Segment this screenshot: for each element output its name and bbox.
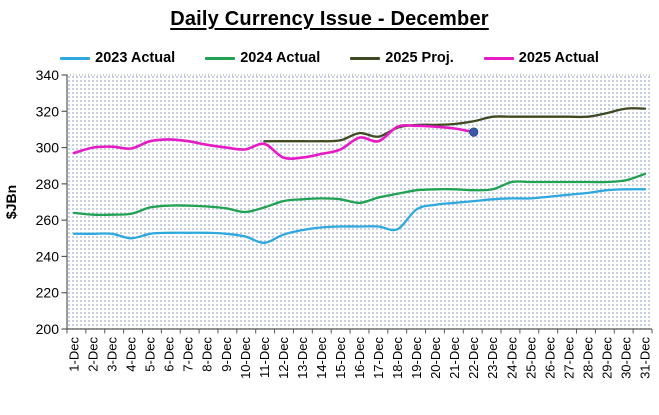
x-tick-label: 2-Dec — [86, 337, 101, 372]
x-tick-label: 26-Dec — [542, 337, 557, 379]
x-tick-label: 24-Dec — [504, 337, 519, 379]
x-tick-label: 12-Dec — [276, 337, 291, 379]
x-tick-label: 14-Dec — [314, 337, 329, 379]
x-tick-label: 16-Dec — [352, 337, 367, 379]
x-tick-label: 3-Dec — [105, 337, 120, 372]
x-tick-label: 1-Dec — [67, 337, 82, 372]
legend-swatch-icon — [350, 56, 381, 60]
y-tick-label: 300 — [36, 140, 60, 156]
x-tick-label: 22-Dec — [466, 337, 481, 379]
x-tick-label: 4-Dec — [124, 337, 139, 372]
series-line-2025-actual — [72, 123, 475, 161]
y-tick-label: 240 — [36, 248, 60, 264]
y-tick-label: 200 — [36, 321, 60, 337]
x-tick-label: 10-Dec — [238, 337, 253, 379]
y-tick-label: 320 — [36, 103, 60, 119]
legend-label: 2023 Actual — [95, 50, 176, 66]
x-tick-label: 25-Dec — [523, 337, 538, 379]
x-tick-label: 15-Dec — [333, 337, 348, 379]
series-line-2024-actual — [72, 172, 647, 217]
legend-swatch-icon — [60, 56, 91, 60]
legend-label: 2025 Actual — [518, 50, 599, 66]
legend-label: 2025 Proj. — [385, 50, 454, 66]
x-tick-label: 7-Dec — [181, 337, 196, 372]
x-tick-label: 11-Dec — [257, 337, 272, 378]
x-tick-label: 5-Dec — [143, 337, 158, 372]
legend-item-2025-proj-[interactable]: 2025 Proj. — [350, 50, 454, 66]
y-tick-label: 340 — [36, 67, 60, 83]
x-tick-label: 17-Dec — [371, 337, 386, 379]
x-tick-label: 27-Dec — [561, 337, 576, 379]
legend-item-2025-actual[interactable]: 2025 Actual — [483, 50, 599, 66]
x-tick-label: 9-Dec — [219, 337, 234, 372]
x-tick-label: 31-Dec — [638, 337, 653, 379]
x-tick-label: 13-Dec — [295, 337, 310, 379]
legend-swatch-icon — [483, 56, 514, 60]
legend-label: 2024 Actual — [240, 50, 321, 66]
x-tick-label: 20-Dec — [428, 337, 443, 379]
x-tick-label: 6-Dec — [162, 337, 177, 372]
chart-title: Daily Currency Issue - December — [0, 8, 659, 31]
x-tick-label: 19-Dec — [409, 337, 424, 379]
x-tick-label: 18-Dec — [390, 337, 405, 379]
legend-swatch-icon — [205, 56, 236, 60]
series-line-2025-proj- — [263, 107, 647, 143]
y-tick-label: 220 — [36, 285, 60, 301]
x-tick-label: 30-Dec — [618, 337, 633, 379]
y-axis-title: $JBn — [3, 185, 19, 219]
y-tick-label: 280 — [36, 176, 60, 192]
x-tick-label: 28-Dec — [580, 337, 595, 379]
legend: 2023 Actual 2024 Actual 2025 Proj. 2025 Act… — [0, 50, 659, 66]
x-tick-label: 29-Dec — [599, 337, 614, 379]
x-tick-label: 21-Dec — [447, 337, 462, 379]
series-line-2023-actual — [72, 188, 647, 244]
legend-item-2024-actual[interactable]: 2024 Actual — [205, 50, 320, 66]
y-tick-label: 260 — [36, 212, 60, 228]
legend-item-2023-actual[interactable]: 2023 Actual — [60, 50, 175, 66]
x-tick-label: 8-Dec — [200, 337, 215, 372]
chart-title-text: Daily Currency Issue - December — [170, 8, 489, 30]
x-tick-label: 23-Dec — [485, 337, 500, 379]
latest-point-marker — [469, 127, 479, 137]
